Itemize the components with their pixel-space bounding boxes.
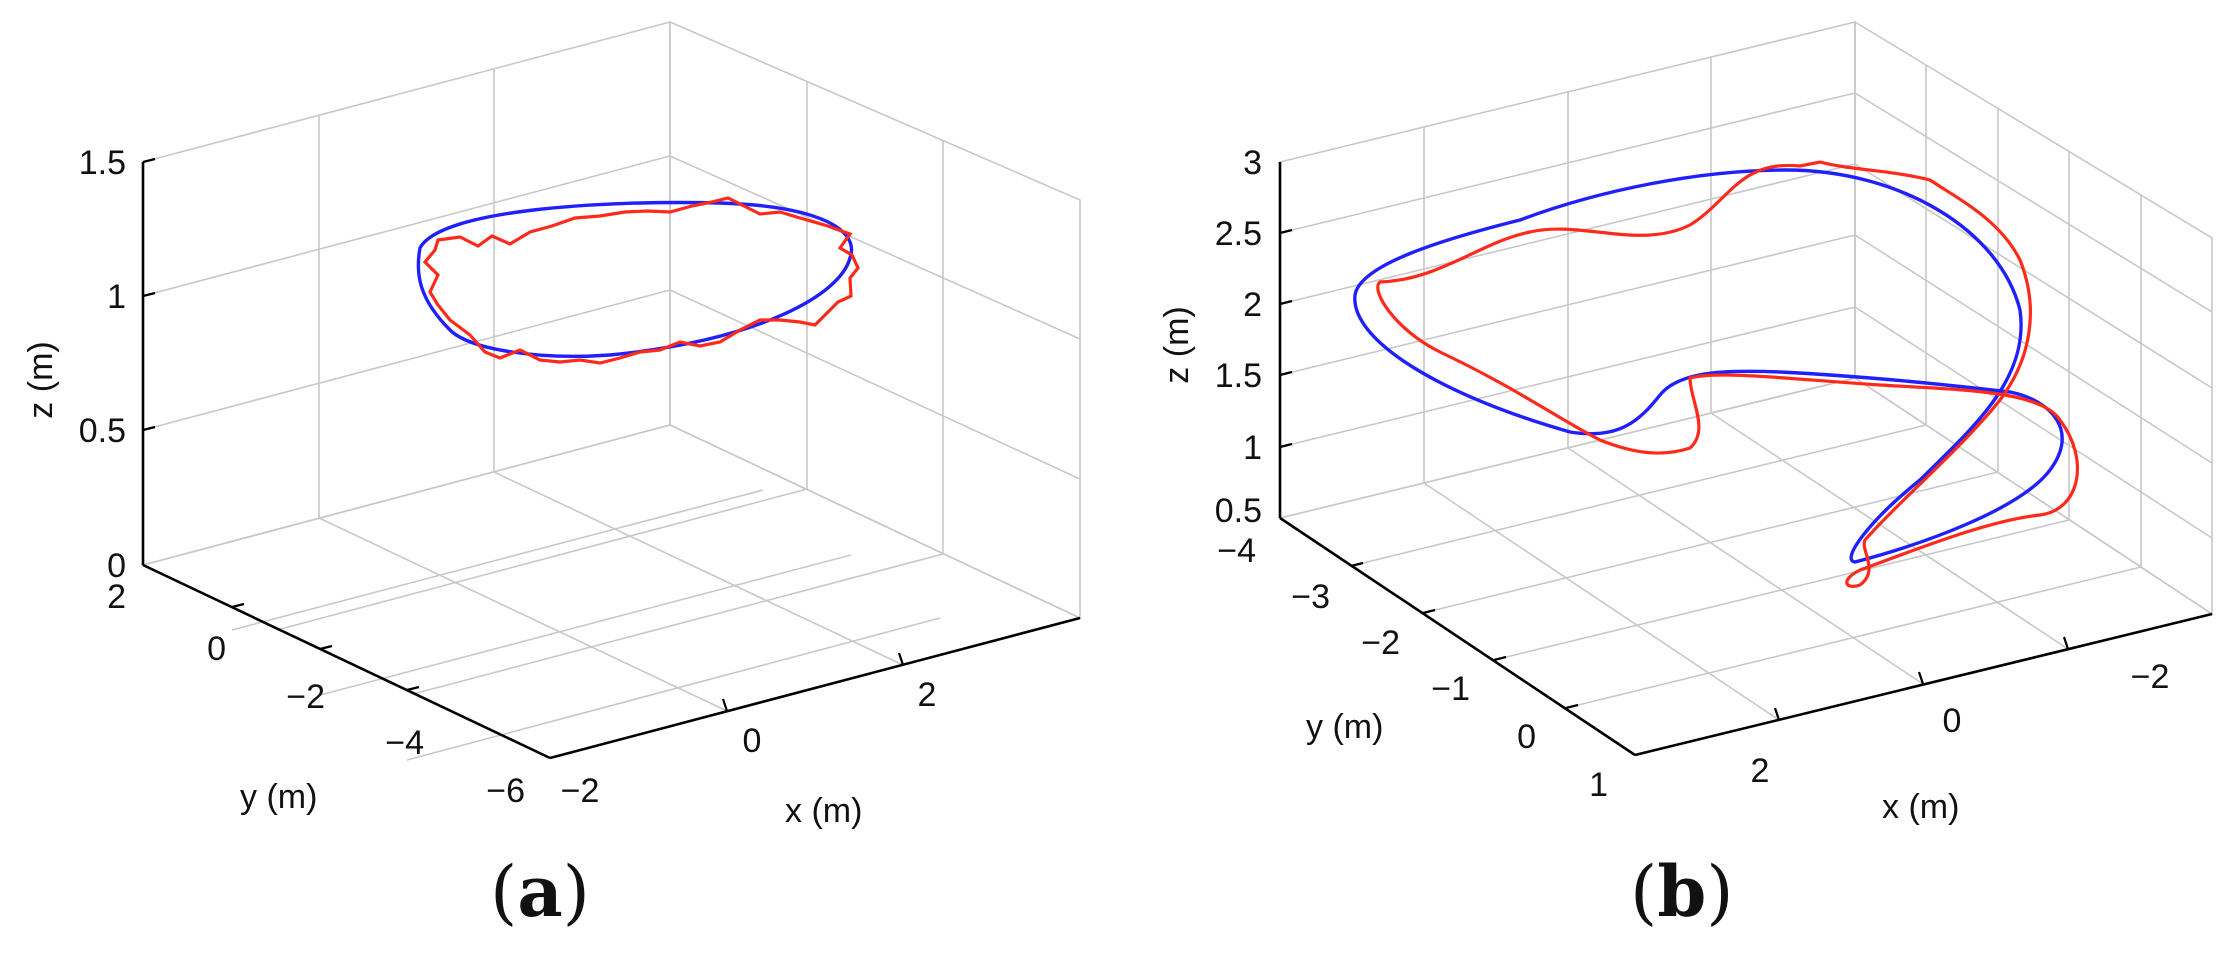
panel-b-z-tick: 0.5 [1215,492,1262,530]
panel-b-y-tick: 0 [1517,718,1536,756]
panel-b-z-tick: 1 [1243,429,1262,467]
panel-b-z-tick: 2.5 [1215,215,1262,253]
panel-a-x-label: x (m) [785,792,862,830]
panel-b-y-label: y (m) [1306,708,1383,746]
panel-label-a: (a) [490,850,590,933]
panel-a-axes [141,162,1081,760]
panel-a-y-tick: −2 [286,678,325,716]
panel-b-actual-trajectory [1376,160,2079,588]
panel-a-reference-trajectory [416,200,854,358]
panel-a-y-tick: 0 [207,630,226,668]
panel-b-z-tick: 3 [1243,144,1262,182]
panel-a-z-tick: 0.5 [79,412,126,450]
panel-a-x-tick: 0 [743,722,762,760]
panel-a-z-label: z (m) [22,341,60,418]
panel-a-y-tick: −4 [385,724,424,762]
panel-b-z-label: z (m) [1158,306,1196,383]
panel-b-axes [1278,162,2213,757]
panel-b-y-tick: −2 [1361,624,1400,662]
panel-b-x-tick: −2 [2131,658,2170,696]
panel-a-z-tick: 1.5 [79,144,126,182]
chart-panel-a: 1.5 1 0.5 0 z (m) 2 0 −2 −4 −6 y (m) −2 … [22,20,1083,830]
chart-panel-b: 3 2.5 2 1.5 1 0.5 z (m) −4 −3 −2 −1 0 1 … [1158,20,2214,826]
panel-a-tick-marks [142,157,905,712]
panel-b-z-tick: 1.5 [1215,357,1262,395]
panel-a-y-axis [142,563,551,760]
panel-b-x-ticks: 2 0 −2 [1751,658,2170,790]
panel-a-actual-trajectory [422,196,860,365]
panel-a-x-axis [549,616,1081,760]
panel-b-x-tick: 0 [1943,702,1962,740]
panel-a-z-ticks: 1.5 1 0.5 0 [79,144,126,585]
panel-label-b-letter: b [1657,850,1707,933]
panel-a-z-tick: 0 [107,547,126,585]
panel-a-y-tick: 2 [107,578,126,616]
panel-a-y-ticks: 2 0 −2 −4 −6 [107,578,525,810]
panel-b-x-axis [1634,612,2213,757]
panel-b-y-tick: 1 [1589,766,1608,804]
panel-label-b: (b) [1630,850,1734,933]
panel-b-y-tick: −1 [1431,670,1470,708]
panel-label-a-letter: a [517,850,563,933]
panel-a-x-ticks: −2 0 2 [561,676,937,810]
panel-b-x-label: x (m) [1882,788,1959,826]
panel-b-y-ticks: −4 −3 −2 −1 0 1 [1217,532,1608,804]
panel-b-grid [1278,20,2214,756]
panel-b-reference-trajectory [1353,168,2064,564]
panel-a-x-tick: 2 [918,676,937,714]
panel-b-y-tick: −3 [1291,578,1330,616]
panel-b-z-tick: 2 [1243,286,1262,324]
panel-b-y-axis [1279,516,1636,757]
panel-b-tick-marks [1279,228,2070,721]
panel-b-x-tick: 2 [1751,752,1770,790]
panel-a-x-tick: −2 [561,772,600,810]
panel-a-y-tick: −6 [486,772,525,810]
panel-b-y-tick: −4 [1217,532,1256,570]
panel-a-grid [140,20,1083,761]
panel-a-z-tick: 1 [107,278,126,316]
panel-a-y-label: y (m) [240,778,317,816]
panel-b-z-ticks: 3 2.5 2 1.5 1 0.5 [1215,144,1262,530]
